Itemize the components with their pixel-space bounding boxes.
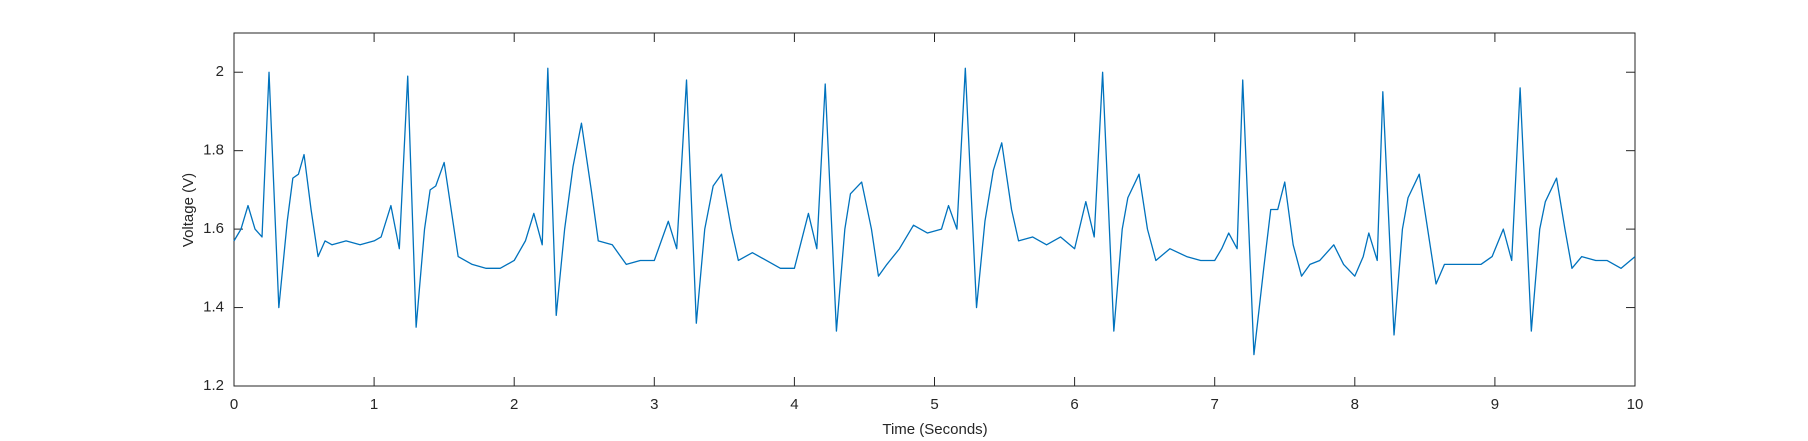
line-series <box>233 67 1636 356</box>
x-tick-label: 2 <box>510 396 518 413</box>
x-tick-label: 10 <box>1627 396 1644 413</box>
x-tick-label: 7 <box>1211 396 1219 413</box>
x-tick-label: 5 <box>930 396 938 413</box>
y-axis-label: Voltage (V) <box>180 173 197 247</box>
x-tick-label: 1 <box>370 396 378 413</box>
x-tick-label: 6 <box>1070 396 1078 413</box>
x-tick-label: 0 <box>230 396 238 413</box>
x-tick-label: 9 <box>1491 396 1499 413</box>
y-tick-label: 2 <box>216 63 224 80</box>
y-tick-label: 1.8 <box>203 142 224 159</box>
x-tick-label: 3 <box>650 396 658 413</box>
y-tick-label: 1.6 <box>203 220 224 237</box>
y-tick-label: 1.2 <box>203 377 224 394</box>
y-tick-label: 1.4 <box>203 299 224 316</box>
x-axis-label: Time (Seconds) <box>882 421 987 438</box>
x-tick-label: 4 <box>790 396 798 413</box>
x-tick-label: 8 <box>1351 396 1359 413</box>
plot-frame <box>233 32 1636 387</box>
